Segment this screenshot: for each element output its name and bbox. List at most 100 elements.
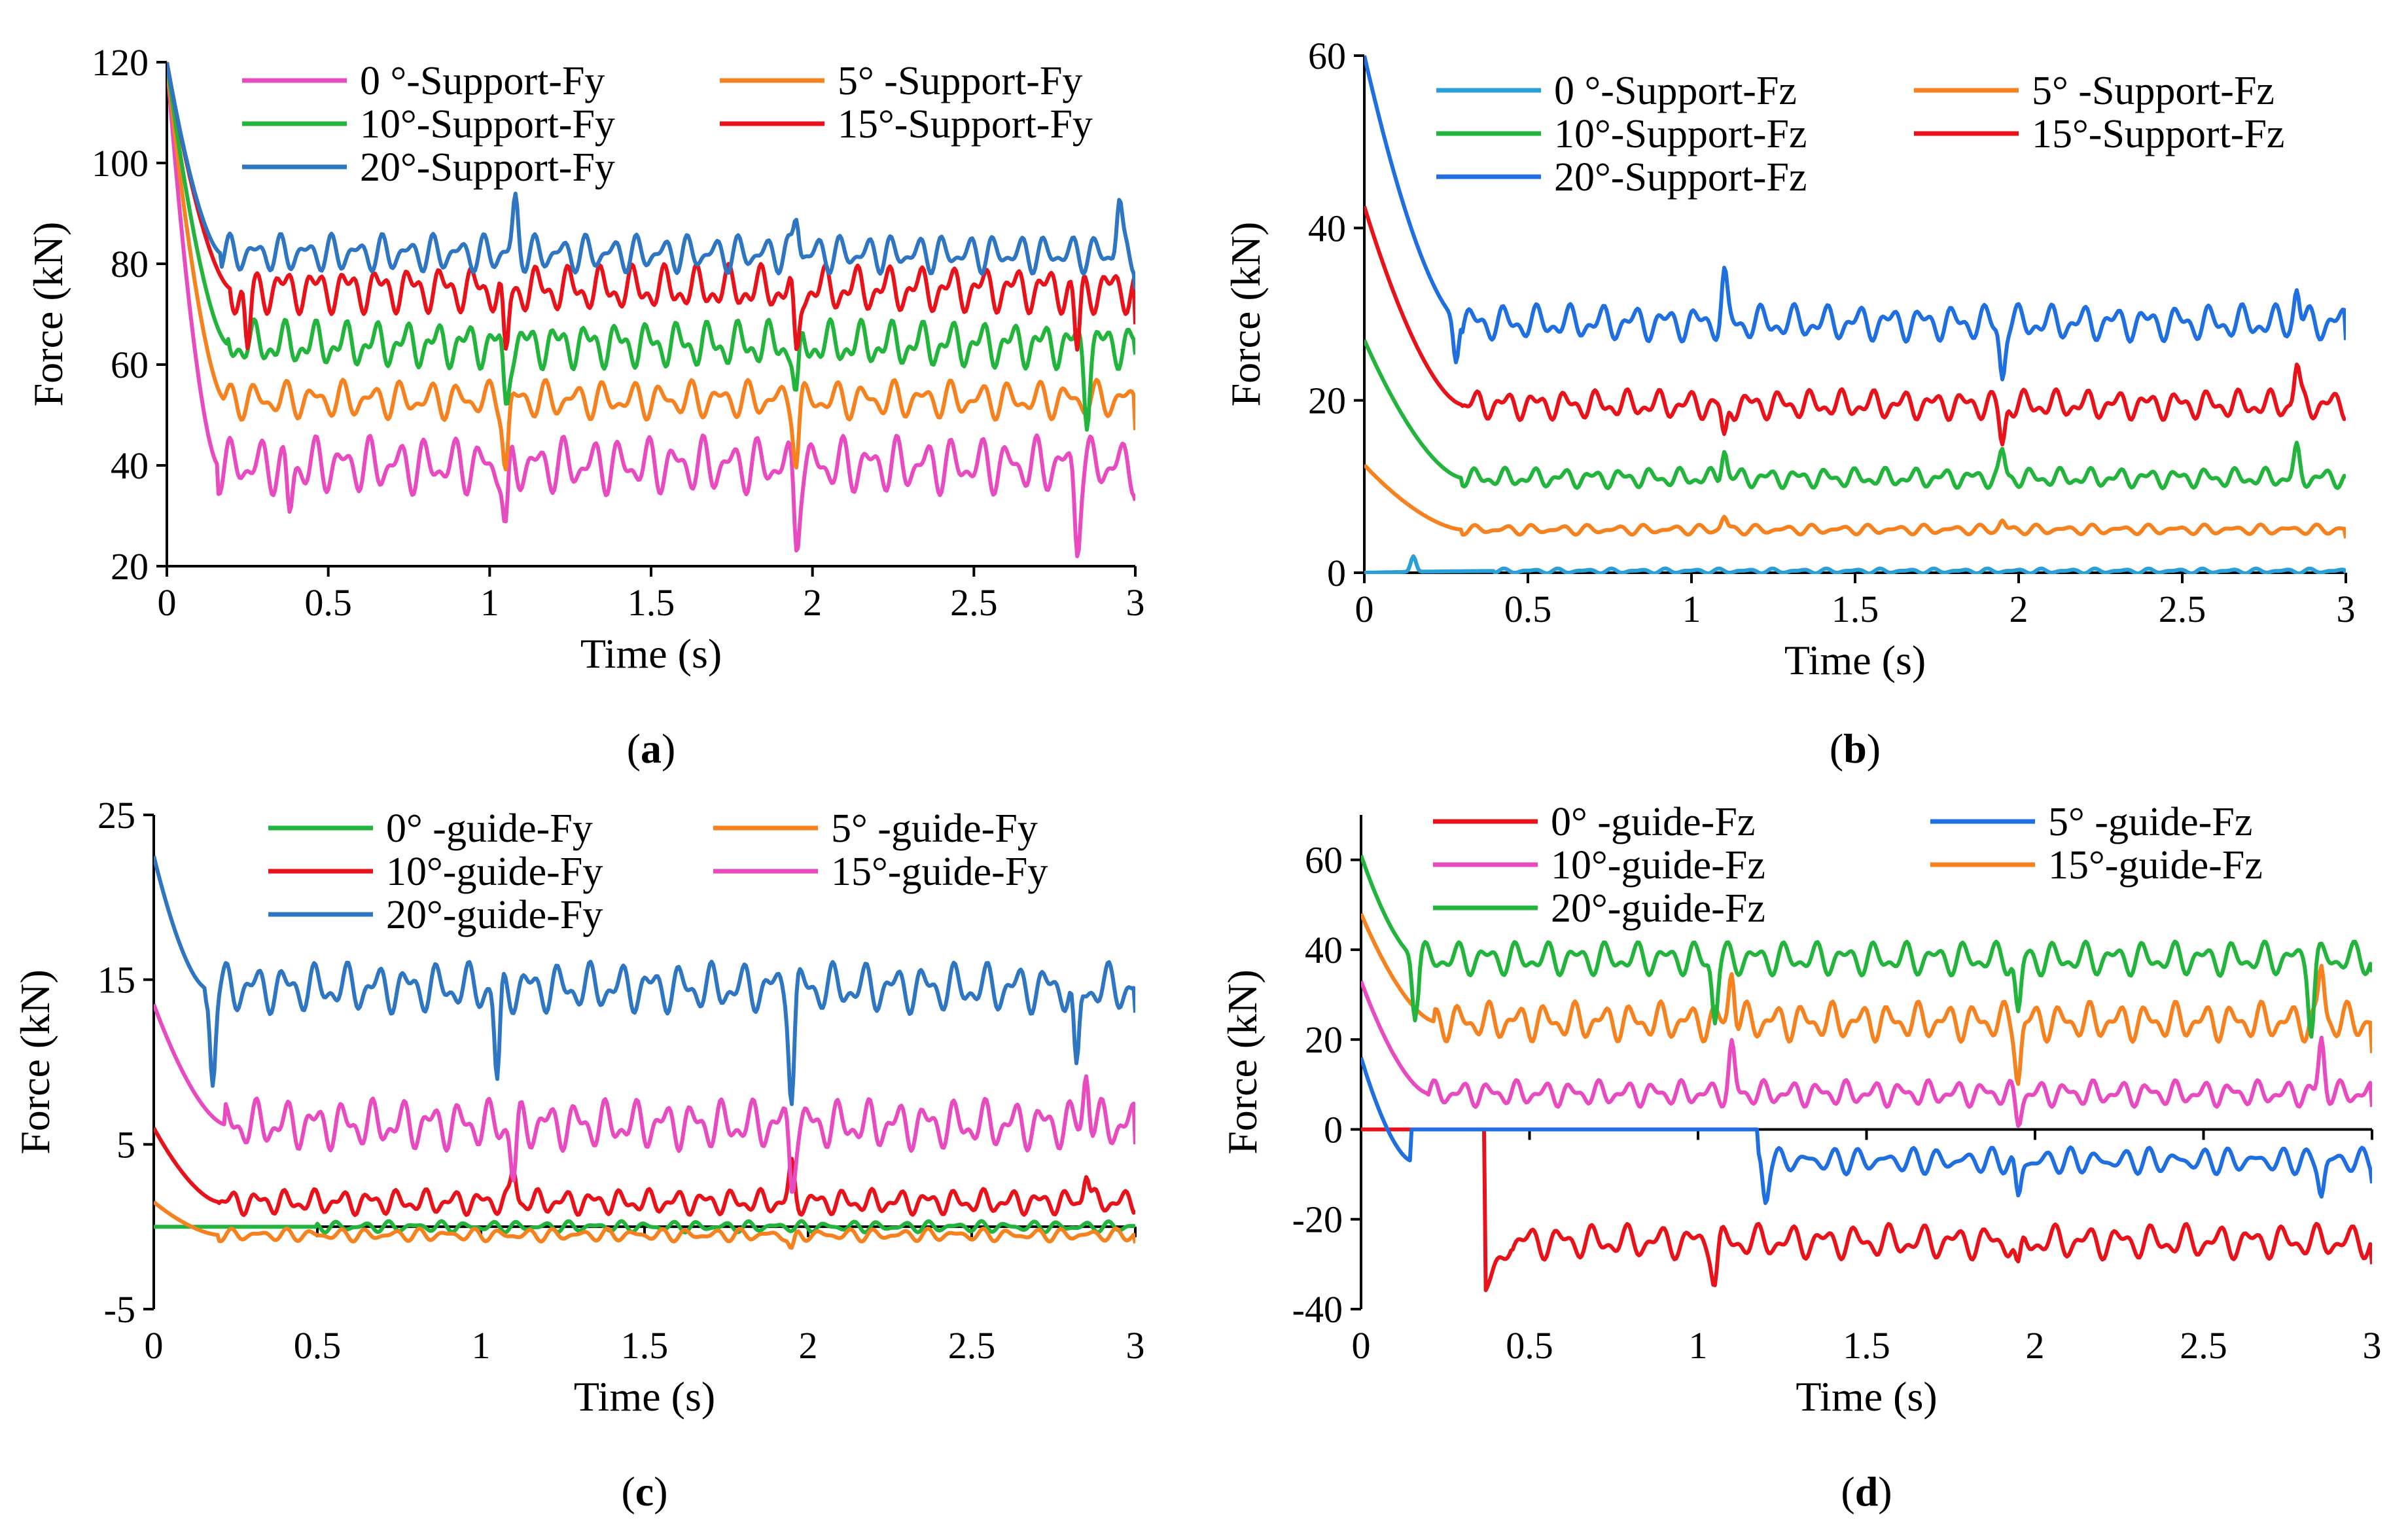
legend-label-3: 15°-Support-Fz [2032,112,2284,156]
x-tick-label: 1.5 [1843,1324,1890,1367]
series-line-2 [167,62,1135,432]
series-lines [154,856,1135,1250]
series-line-1 [1364,463,2346,539]
chart-panel-d: -40 -20 0 20 40 60 0 0.5 1 1.5 2 2.5 3 Time (s) Force … [1219,800,2382,1515]
y-tick-label: 5 [116,1123,135,1166]
y-tick-label: 20 [1305,1018,1343,1061]
series-lines [1361,854,2372,1293]
series-line-0 [1364,554,2346,574]
series-line-4 [1364,55,2346,382]
x-tick-label: 1 [1689,1324,1708,1367]
x-tick-label: 2 [2010,588,2028,630]
legend: 0° -guide-Fy 5° -guide-Fy 10°-guide-Fy 15°-… [268,806,1048,937]
x-tick-label: 0 [1355,588,1374,630]
legend-label-4: 20°-guide-Fz [1551,886,1765,931]
panel-label: (a) [627,725,676,772]
x-tick-label: 3 [2337,588,2356,630]
y-tick-label: -40 [1292,1288,1343,1331]
series-line-1 [167,62,1135,472]
panel-letter: d [1855,1468,1879,1515]
series-line-4 [167,62,1135,289]
y-tick-label: -5 [104,1288,135,1331]
x-tick-label: 0 [145,1324,164,1367]
legend-label-2: 10°-guide-Fy [386,850,603,894]
y-axis-title: Force (kN) [1222,222,1269,407]
x-tick-label: 0.5 [294,1324,342,1367]
panel-label: (d) [1841,1468,1892,1515]
series-line-0 [167,62,1135,558]
x-tick-label: 1.5 [1832,588,1879,630]
panel-label: (c) [621,1468,667,1515]
panel-letter: b [1843,725,1867,772]
y-axis-title: Force (kN) [25,222,71,407]
x-tick-label: 0.5 [1504,588,1552,630]
legend-label-0: 0 °-Support-Fz [1554,69,1797,113]
x-tick-label: 2 [799,1324,818,1367]
chart-panel-b: 0 20 40 60 0 0.5 1 1.5 2 2.5 3 Time (s) Force (kN) 0 … [1222,35,2356,772]
y-tick-label: 15 [97,959,135,1001]
x-axis-title: Time (s) [1784,637,1926,683]
series-line-4 [154,856,1135,1106]
legend-label-1: 5° -Support-Fz [2032,69,2275,113]
series-line-3 [1361,912,2372,1087]
series-line-2 [154,1126,1135,1217]
chart-panel-c: -5 5 15 25 0 0.5 1 1.5 2 2.5 3 Time (s) Force (kN) 0°… [12,794,1145,1515]
x-tick-label: 3 [1126,581,1145,624]
x-axis-title: Time (s) [574,1373,715,1420]
series-line-1 [154,1200,1135,1250]
legend-label-1: 5° -Support-Fy [838,59,1082,103]
x-axis-title: Time (s) [1796,1373,1937,1420]
y-tick-label: 20 [111,545,149,588]
legend: 0 °-Support-Fz 5° -Support-Fz 10°-Support-… [1436,69,2284,200]
x-tick-label: 2.5 [2180,1324,2227,1367]
x-tick-label: 0.5 [1506,1324,1553,1367]
y-tick-label: 120 [92,41,149,84]
y-tick-label: -20 [1292,1198,1343,1241]
legend-label-3: 15°-guide-Fy [831,850,1048,894]
y-tick-label: 80 [111,243,149,285]
y-tick-label: 0 [1324,1108,1343,1151]
x-tick-label: 2.5 [950,581,998,624]
y-tick-label: 0 [1327,552,1346,594]
series-line-4 [1361,854,2372,1039]
y-tick-label: 100 [92,142,149,185]
legend-label-2: 10°-guide-Fz [1551,843,1765,888]
y-tick-label: 25 [97,794,135,837]
series-line-0 [1361,1127,2372,1293]
legend-label-4: 20°-Support-Fy [360,145,615,190]
legend-label-0: 0° -guide-Fy [386,806,593,851]
legend-label-1: 5° -guide-Fy [831,806,1038,851]
legend: 0° -guide-Fz 5° -guide-Fz 10°-guide-Fz 15°-… [1433,800,2263,931]
x-tick-label: 0.5 [304,581,352,624]
series-line-3 [167,62,1135,352]
series-lines [1364,55,2346,574]
legend-label-1: 5° -guide-Fz [2048,800,2252,844]
legend-label-3: 15°-guide-Fz [2048,843,2263,888]
x-tick-label: 1 [472,1324,491,1367]
legend-label-3: 15°-Support-Fy [838,102,1093,147]
legend-label-2: 10°-Support-Fz [1554,112,1807,156]
y-tick-label: 40 [1308,207,1346,249]
chart-panel-a: 20 40 60 80 100 120 0 0.5 1 1.5 2 2.5 3 Time (s) Force… [25,41,1145,772]
x-tick-label: 1.5 [621,1324,669,1367]
panel-label: (b) [1830,725,1881,772]
series-line-2 [1364,339,2346,490]
x-tick-label: 2 [803,581,822,624]
y-tick-label: 60 [1308,35,1346,77]
y-axis-title: Force (kN) [12,969,58,1155]
x-tick-label: 1 [1682,588,1701,630]
y-tick-label: 40 [111,444,149,487]
series-line-2 [1361,980,2372,1128]
legend-label-2: 10°-Support-Fy [360,102,615,147]
panel-letter: a [641,725,662,772]
legend-label-4: 20°-Support-Fz [1554,155,1807,200]
series-line-0 [154,1219,1135,1234]
series-line-3 [1364,206,2346,446]
y-tick-label: 60 [111,344,149,386]
x-tick-label: 1 [480,581,499,624]
y-tick-label: 20 [1308,380,1346,422]
x-tick-label: 3 [1126,1324,1145,1367]
series-line-3 [154,1003,1135,1194]
legend-label-0: 0° -guide-Fz [1551,800,1755,844]
